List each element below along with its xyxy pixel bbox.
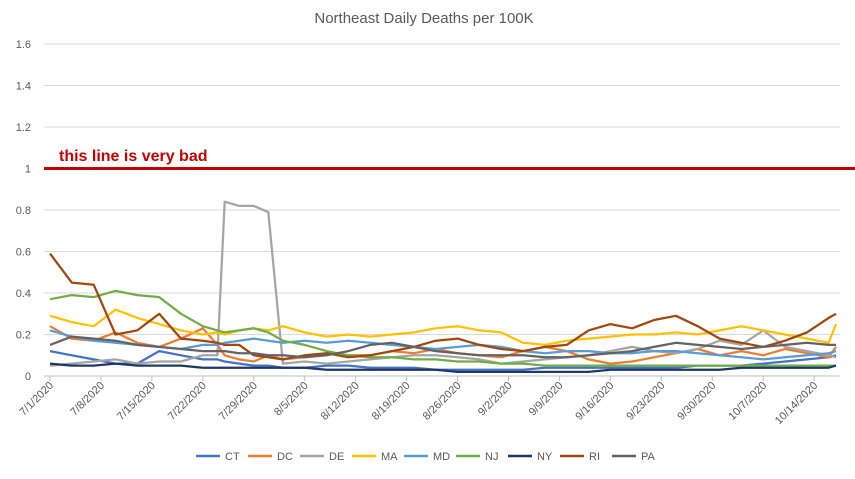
y-tick-label: 1.4: [16, 81, 31, 93]
legend-label-nj: NJ: [485, 451, 498, 463]
reference-line-label: this line is very bad: [59, 148, 208, 165]
x-tick-label: 8/19/2020: [370, 380, 413, 423]
x-tick-label: 9/9/2020: [527, 380, 566, 419]
legend: CT DC DE MA MD NJ NY RI PA: [196, 451, 656, 463]
y-tick-label: 1.2: [16, 122, 31, 134]
series-line-pa: [49, 335, 836, 359]
reference-line-group: this line is very bad: [44, 148, 855, 170]
legend-label-ri: RI: [589, 451, 600, 463]
x-tick-label: 7/15/2020: [115, 380, 158, 423]
legend-label-pa: PA: [641, 451, 656, 463]
x-tick-label: 7/1/2020: [17, 380, 56, 419]
legend-label-ma: MA: [381, 451, 398, 463]
x-tick-label: 10/7/2020: [726, 380, 769, 423]
y-tick-label: 0: [25, 371, 31, 383]
legend-label-md: MD: [433, 451, 450, 463]
x-tick-label: 8/5/2020: [272, 380, 311, 419]
series-line-nj: [49, 289, 836, 367]
x-tick-label: 8/26/2020: [421, 380, 464, 423]
legend-label-dc: DC: [277, 451, 293, 463]
x-tick-label: 9/23/2020: [624, 380, 667, 423]
legend-label-de: DE: [329, 451, 344, 463]
x-tick-label: 9/16/2020: [573, 380, 616, 423]
chart-title: Northeast Daily Deaths per 100K: [314, 10, 533, 27]
y-tick-label: 1: [25, 164, 31, 176]
legend-label-ny: NY: [537, 451, 553, 463]
x-tick-label: 7/29/2020: [217, 380, 260, 423]
x-tick-label: 9/30/2020: [675, 380, 718, 423]
series-lines: [49, 200, 838, 374]
y-tick-label: 0.2: [16, 330, 31, 342]
x-tick-label: 8/12/2020: [319, 380, 362, 423]
y-tick-label: 1.6: [16, 39, 31, 51]
y-tick-label: 0.8: [16, 205, 31, 217]
series-line-ny: [49, 362, 837, 374]
x-tick-label: 7/22/2020: [166, 380, 209, 423]
series-line-ri: [49, 252, 837, 361]
x-axis-ticks: 7/1/2020 7/8/2020 7/15/2020 7/22/2020 7/29/2…: [17, 376, 820, 427]
x-tick-label: 9/2/2020: [476, 380, 515, 419]
y-tick-label: 0.4: [16, 288, 31, 300]
y-axis-ticks: 0 0.2 0.4 0.6 0.8 1 1.2 1.4 1.6: [16, 39, 31, 383]
legend-label-ct: CT: [225, 451, 240, 463]
x-tick-label: 7/8/2020: [68, 380, 107, 419]
x-tick-label: 10/14/2020: [773, 380, 820, 427]
y-tick-label: 0.6: [16, 247, 31, 259]
